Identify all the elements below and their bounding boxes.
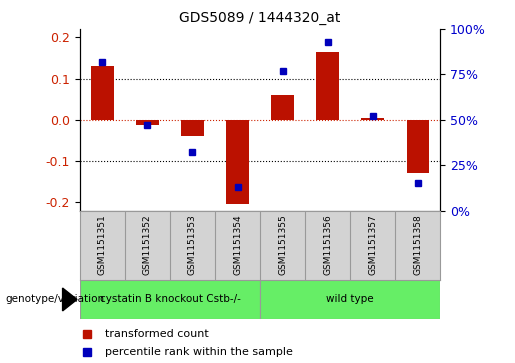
Bar [181,120,204,136]
Bar [406,120,429,174]
Text: GSM1151354: GSM1151354 [233,214,242,275]
Polygon shape [63,288,77,311]
Text: GSM1151352: GSM1151352 [143,214,152,275]
Text: GSM1151357: GSM1151357 [368,214,377,275]
Bar [260,280,440,319]
Text: GSM1151358: GSM1151358 [414,214,422,275]
Text: transformed count: transformed count [105,329,209,339]
Text: GSM1151351: GSM1151351 [98,214,107,275]
Text: cystatin B knockout Cstb-/-: cystatin B knockout Cstb-/- [99,294,241,305]
Bar [316,52,339,120]
Title: GDS5089 / 1444320_at: GDS5089 / 1444320_at [179,11,341,25]
Text: percentile rank within the sample: percentile rank within the sample [105,347,293,357]
Text: wild type: wild type [327,294,374,305]
Text: GSM1151356: GSM1151356 [323,214,332,275]
Bar [136,120,159,125]
Text: GSM1151353: GSM1151353 [188,214,197,275]
Bar [91,66,114,120]
Bar [362,118,384,120]
Bar [80,280,260,319]
Bar [226,120,249,204]
Bar [271,95,294,120]
Text: GSM1151355: GSM1151355 [278,214,287,275]
Text: genotype/variation: genotype/variation [5,294,104,305]
